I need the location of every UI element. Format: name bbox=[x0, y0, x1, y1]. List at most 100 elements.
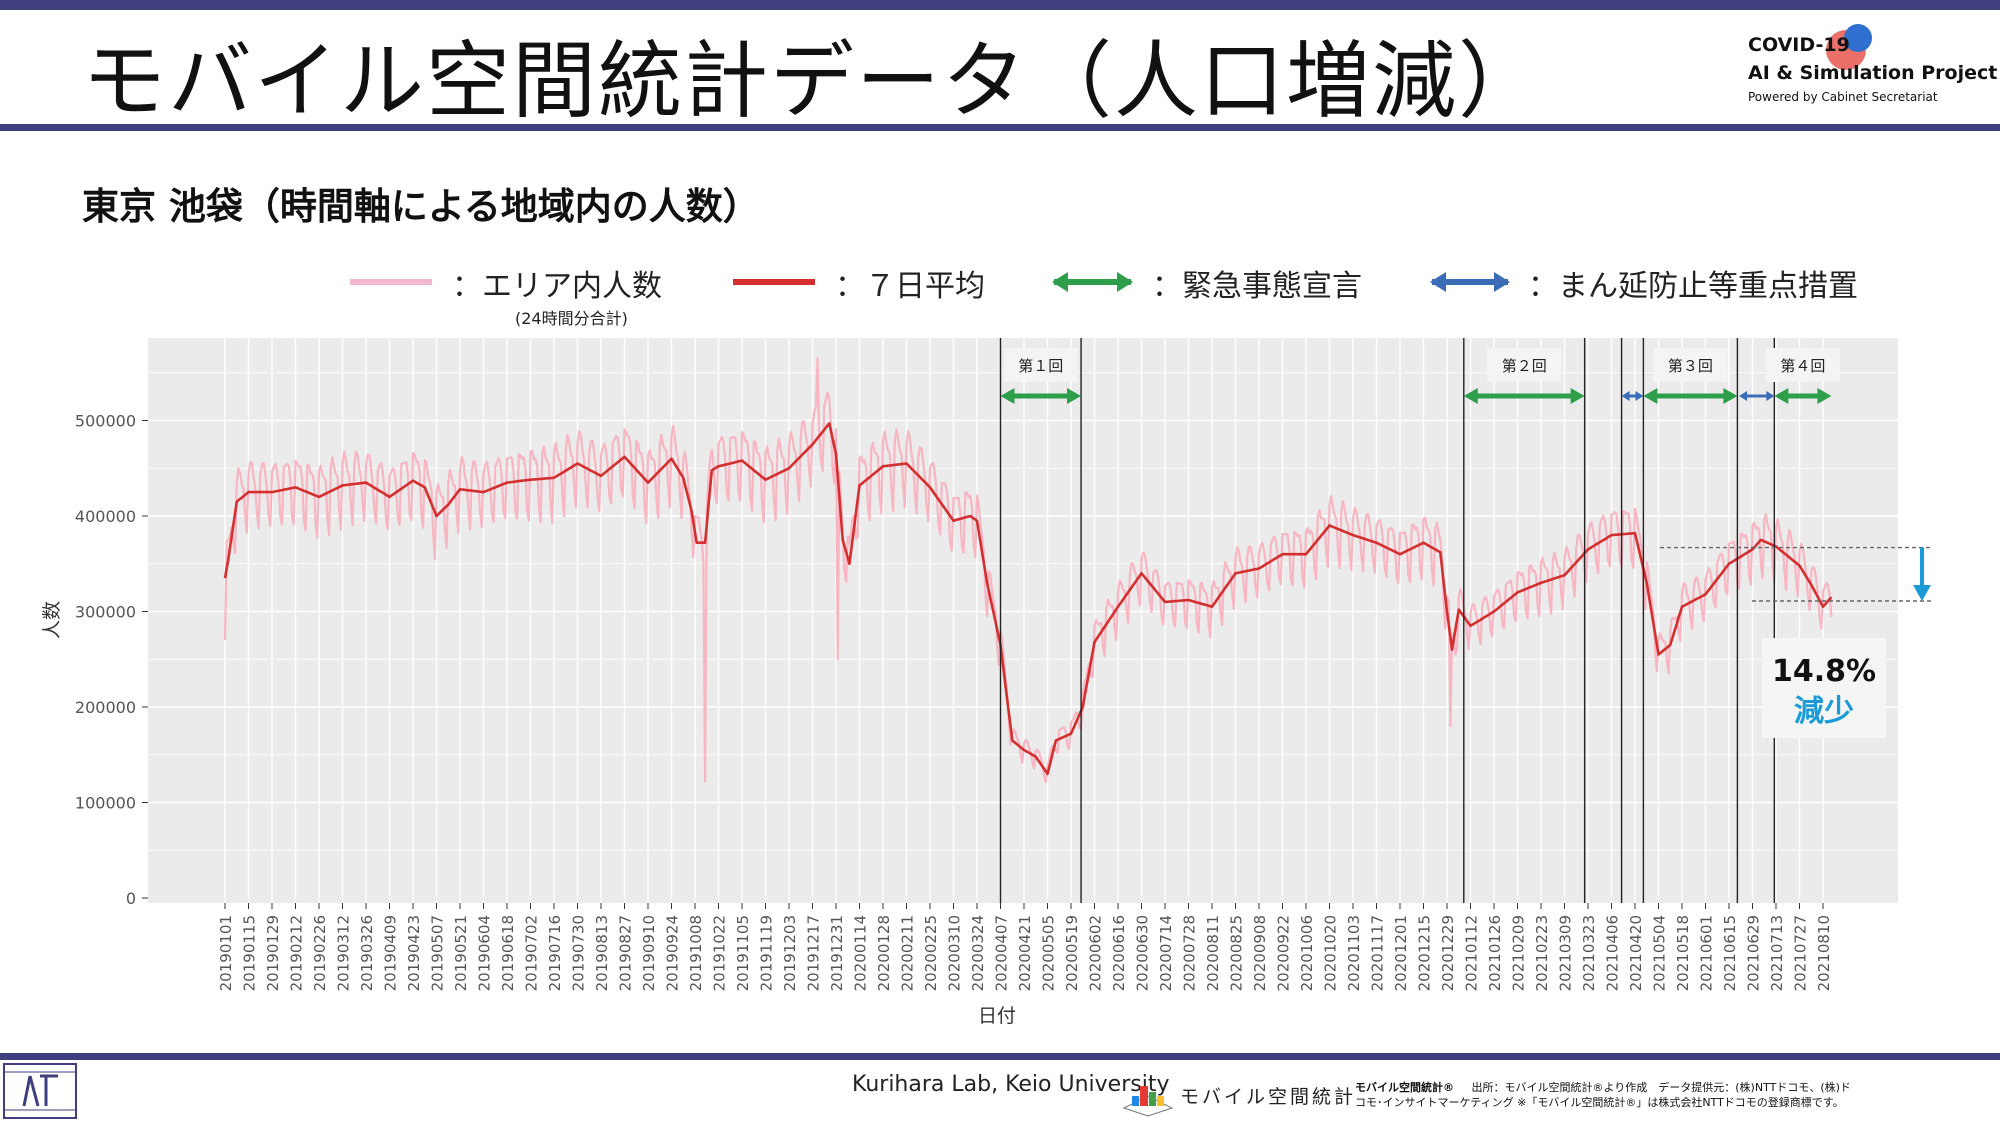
x-tick-label: 20190910 bbox=[640, 915, 658, 991]
x-tick-label: 20190226 bbox=[311, 915, 329, 991]
period-label: 第３回 bbox=[1668, 357, 1713, 375]
x-tick-label: 20191105 bbox=[734, 915, 752, 991]
priority-period-arrow-icon bbox=[1621, 391, 1644, 401]
x-tick-label: 20210209 bbox=[1510, 915, 1528, 991]
x-tick-label: 20190326 bbox=[358, 915, 376, 991]
x-tick-label: 20210601 bbox=[1698, 915, 1716, 991]
average-series bbox=[223, 422, 1833, 776]
x-tick-label: 20190129 bbox=[264, 915, 282, 991]
gridlines bbox=[148, 338, 1898, 903]
x-tick-label: 20200825 bbox=[1228, 915, 1246, 991]
period-arrow-head bbox=[1766, 391, 1775, 401]
x-tick-label: 20200407 bbox=[993, 915, 1011, 991]
y-tick-label: 400000 bbox=[75, 507, 136, 526]
lab-logo-icon bbox=[3, 1063, 77, 1119]
period-arrow-head bbox=[1817, 388, 1832, 404]
period-arrow-head bbox=[1774, 388, 1789, 404]
x-tick-label: 20210420 bbox=[1627, 915, 1645, 991]
axes: 0 100000 200000 300000 400000 500000 20190101 2… bbox=[41, 412, 1833, 1028]
x-tick-label: 20200421 bbox=[1016, 915, 1034, 991]
period-label: 第４回 bbox=[1780, 357, 1825, 375]
x-tick-label: 20190423 bbox=[405, 915, 423, 991]
x-tick-label: 20190924 bbox=[664, 915, 682, 991]
period-arrow-head bbox=[1739, 391, 1748, 401]
x-tick-label: 20190101 bbox=[217, 915, 235, 991]
logo-blue-circle-icon bbox=[1844, 24, 1872, 52]
chart-subtitle: 東京 池袋（時間軸による地域内の人数） bbox=[82, 185, 760, 228]
x-tick-label: 20190212 bbox=[288, 915, 306, 991]
x-tick-label: 20210112 bbox=[1463, 915, 1481, 991]
x-tick-label: 20200616 bbox=[1110, 915, 1128, 991]
decrease-arrow-icon bbox=[1913, 584, 1931, 601]
logo-line1: COVID-19 bbox=[1748, 34, 1850, 56]
mobile-stats-logo: モバイル空間統計 bbox=[1118, 1078, 1353, 1118]
x-tick-label: 20210727 bbox=[1792, 915, 1810, 991]
emergency-period-arrow-icon bbox=[1463, 388, 1585, 404]
period-label-box bbox=[1653, 348, 1728, 382]
population-chart: 第１回 第２回 第３回 第４回 0 100000 200000 300000 400000 50… bbox=[41, 338, 1932, 1028]
x-tick-label: 20190521 bbox=[452, 915, 470, 991]
source-line2: コモ･インサイトマーケティング ※「モバイル空間統計®」は株式会社NTTドコモの… bbox=[1355, 1096, 1844, 1109]
x-tick-label: 20201215 bbox=[1416, 915, 1434, 991]
x-tick-label: 20190702 bbox=[523, 915, 541, 991]
x-tick-label: 20210810 bbox=[1815, 915, 1833, 991]
annotation-label: 減少 bbox=[1794, 694, 1854, 729]
period-arrow-head bbox=[1723, 388, 1738, 404]
daily-series bbox=[223, 357, 1833, 784]
period-arrow-head bbox=[1067, 388, 1082, 404]
y-tick-label: 200000 bbox=[75, 698, 136, 717]
period-label: 第１回 bbox=[1018, 357, 1063, 375]
credit-text: Kurihara Lab, Keio University bbox=[852, 1072, 1170, 1097]
x-tick-label: 20190730 bbox=[570, 915, 588, 991]
annotation-box bbox=[1762, 638, 1886, 738]
period-label-box bbox=[1003, 348, 1078, 382]
x-tick-label: 20200602 bbox=[1087, 915, 1105, 991]
period-label-box bbox=[1487, 348, 1562, 382]
decline-annotation: 14.8% 減少 bbox=[1660, 546, 1932, 738]
x-tick-label: 20200211 bbox=[899, 915, 917, 991]
source-line1: 出所：モバイル空間統計®より作成 データ提供元：(株)NTTドコモ、(株)ド bbox=[1471, 1081, 1851, 1094]
x-axis-title: 日付 bbox=[978, 1005, 1016, 1027]
x-tick-label: 20201201 bbox=[1392, 915, 1410, 991]
x-tick-label: 20190716 bbox=[546, 915, 564, 991]
x-tick-label: 20210309 bbox=[1557, 915, 1575, 991]
period-label-box bbox=[1765, 348, 1840, 382]
legend-emergency-arrow-icon bbox=[1052, 272, 1133, 292]
period-arrow-head bbox=[1643, 388, 1658, 404]
period-arrow-head bbox=[1000, 388, 1015, 404]
average-series-line bbox=[223, 422, 1833, 776]
y-tick-label: 300000 bbox=[75, 603, 136, 622]
footer-rule bbox=[0, 1053, 2000, 1060]
x-tick-label: 20190507 bbox=[429, 915, 447, 991]
x-tick-label: 20210126 bbox=[1486, 915, 1504, 991]
x-tick-label: 20210223 bbox=[1533, 915, 1551, 991]
x-tick-label: 20190813 bbox=[593, 915, 611, 991]
x-tick-label: 20190604 bbox=[476, 915, 494, 991]
x-tick-label: 20210504 bbox=[1651, 915, 1669, 991]
x-tick-label: 20201020 bbox=[1322, 915, 1340, 991]
period-arrow-head bbox=[1570, 388, 1585, 404]
top-bar bbox=[0, 0, 2000, 10]
x-tick-label: 20201006 bbox=[1298, 915, 1316, 991]
legend-priority-label: ：まん延防止等重点措置 bbox=[1528, 269, 1858, 304]
x-tick-label: 20191022 bbox=[711, 915, 729, 991]
mobile-stats-logo-icon bbox=[1122, 1086, 1174, 1117]
x-tick-label: 20210713 bbox=[1768, 915, 1786, 991]
period-markers: 第１回 第２回 第３回 第４回 bbox=[1000, 348, 1840, 404]
x-tick-label: 20201229 bbox=[1439, 915, 1457, 991]
period-label: 第２回 bbox=[1502, 357, 1547, 375]
x-tick-label: 20190827 bbox=[617, 915, 635, 991]
x-tick-label: 20200519 bbox=[1063, 915, 1081, 991]
chart-legend: ：エリア内人数 (24時間分合計) ：７日平均 ：緊急事態宣言 ：まん延防止等重… bbox=[340, 255, 2000, 330]
x-tick-label: 20200922 bbox=[1275, 915, 1293, 991]
x-tick-label: 20200630 bbox=[1134, 915, 1152, 991]
x-tick-label: 20191217 bbox=[805, 915, 823, 991]
covid-project-logo: COVID-19 AI & Simulation Project Powered… bbox=[1746, 24, 1997, 114]
x-tick-label: 20200714 bbox=[1157, 915, 1175, 991]
x-tick-label: 20200114 bbox=[852, 915, 870, 991]
x-tick-label: 20200728 bbox=[1181, 915, 1199, 991]
x-tick-label: 20200908 bbox=[1251, 915, 1269, 991]
daily-series-line bbox=[223, 357, 1833, 784]
y-tick-label: 0 bbox=[126, 889, 136, 908]
emergency-period-arrow-icon bbox=[1643, 388, 1738, 404]
